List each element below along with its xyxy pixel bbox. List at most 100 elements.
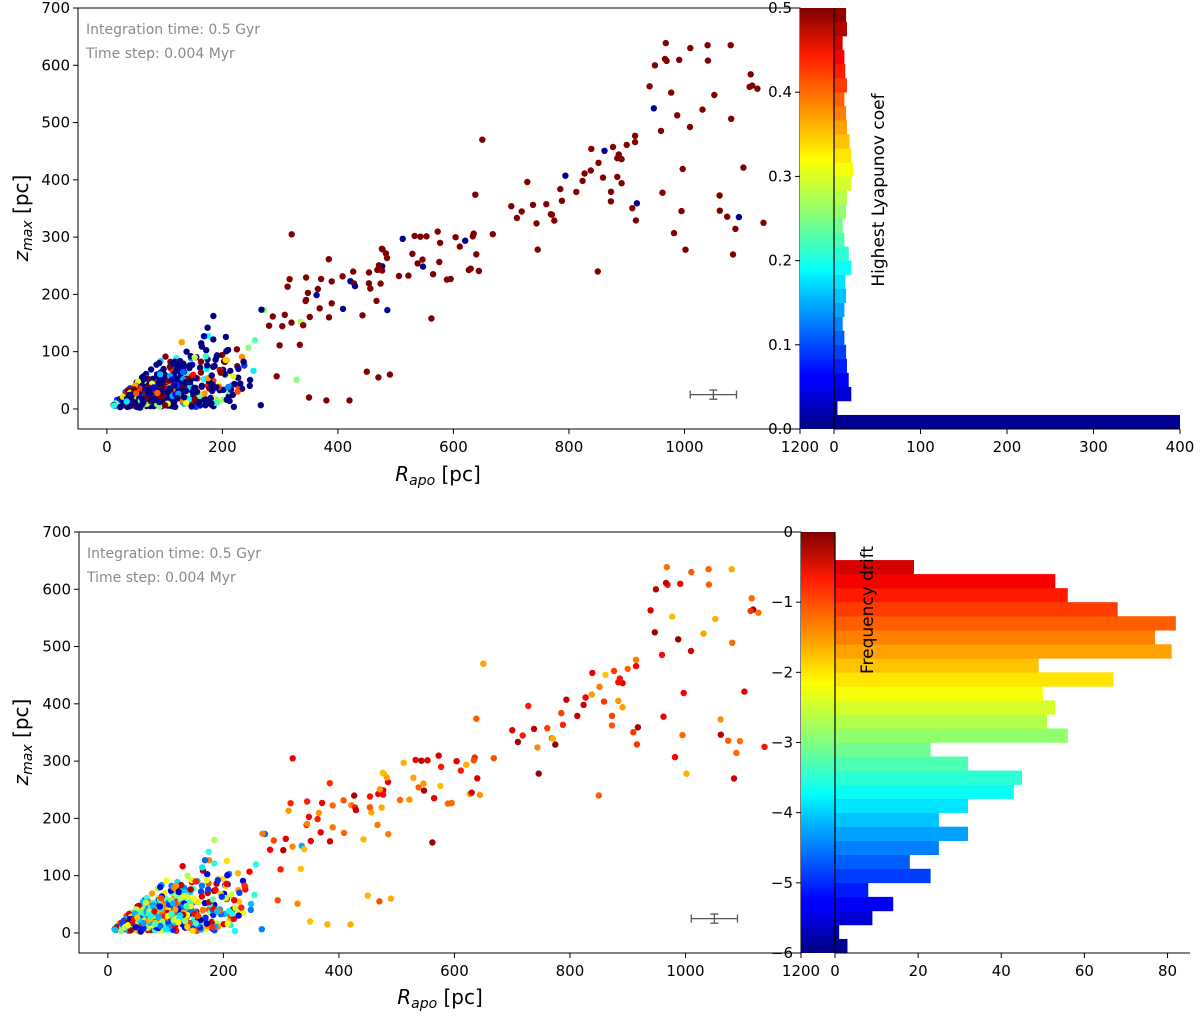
scatter-point — [273, 373, 280, 380]
colorbar-tick-label: −2 — [771, 663, 793, 681]
y-tick-label: 700 — [41, 0, 70, 17]
scatter-point — [117, 927, 125, 935]
colorbar-tick-label: −4 — [771, 804, 793, 822]
scatter-point — [289, 755, 296, 762]
histogram-bar — [834, 134, 850, 149]
scatter-point — [148, 890, 156, 897]
scatter-point — [234, 870, 242, 877]
scatter-point — [162, 402, 169, 409]
scatter-point — [607, 188, 615, 195]
histogram-bar — [835, 868, 931, 884]
colorbar-tick-label: −6 — [771, 944, 793, 962]
scatter-point — [741, 688, 748, 695]
scatter-point — [675, 636, 682, 643]
x-tick-label: 800 — [556, 962, 585, 980]
scatter-point — [186, 362, 193, 369]
x-tick-label: 200 — [209, 962, 238, 980]
error-bar-bottom — [690, 913, 739, 924]
scatter-point — [378, 267, 386, 274]
x-tick-label: 1200 — [782, 962, 820, 980]
y-tick-label: 200 — [42, 809, 71, 827]
scatter-point — [716, 192, 723, 199]
hist-tick-label: 0 — [829, 438, 839, 456]
scatter-point — [351, 282, 359, 290]
scatter-point — [747, 607, 754, 615]
scatter-point — [251, 337, 259, 344]
x-tick-label: 1000 — [665, 438, 703, 456]
scatter-point — [699, 106, 706, 113]
y-tick-label: 0 — [60, 400, 70, 418]
scatter-point — [188, 403, 195, 410]
y-tick-label: 300 — [42, 752, 71, 770]
scatter-point — [346, 397, 353, 404]
scatter-point — [233, 346, 241, 353]
scatter-point — [296, 341, 303, 348]
scatter-point — [588, 691, 595, 698]
scatter-point — [323, 397, 330, 404]
histogram-bar — [834, 260, 852, 275]
scatter-point — [385, 830, 392, 838]
scatter-point — [375, 374, 382, 381]
scatter-point — [472, 191, 479, 198]
histogram-bar — [834, 288, 847, 303]
scatter-point — [306, 918, 314, 925]
scatter-point — [671, 753, 679, 761]
scatter-point — [198, 882, 206, 889]
scatter-point — [328, 300, 335, 307]
scatter-point — [631, 132, 639, 139]
colorbar-top: 0.0 0.1 0.2 0.3 0.4 0.5 0 100 200 300 400 Highest… — [768, 0, 1194, 456]
scatter-point — [222, 333, 230, 341]
histogram-bar — [835, 560, 914, 575]
scatter-point — [557, 185, 564, 193]
scatter-point — [217, 369, 224, 376]
scatter-point — [174, 395, 181, 402]
scatter-point — [289, 843, 296, 850]
scatter-point — [230, 915, 237, 923]
scatter-point — [127, 927, 134, 934]
histogram-bar — [834, 176, 852, 191]
scatter-point — [189, 927, 196, 934]
scatter-point — [282, 835, 289, 842]
scatter-point — [265, 322, 273, 329]
histogram-bar — [835, 728, 1068, 743]
scatter-plot-bottom: 0 200 400 600 800 1000 1200 0 100 200 300 400 500 60… — [9, 523, 820, 1012]
scatter-point — [514, 738, 522, 746]
x-tick-label: 200 — [208, 438, 237, 456]
scatter-point — [158, 895, 165, 902]
scatter-point — [202, 353, 209, 360]
hist-ticks-top: 0 100 200 300 400 — [829, 429, 1194, 456]
scatter-point — [761, 743, 768, 750]
scatter-point — [682, 246, 689, 253]
scatter-point — [410, 774, 417, 781]
scatter-point — [467, 265, 474, 272]
scatter-point — [406, 796, 413, 803]
scatter-point — [470, 757, 477, 764]
histogram-bar — [835, 588, 1068, 603]
error-bar-top — [689, 389, 738, 400]
scatter-point — [754, 85, 761, 92]
y-axis-label-bottom: zmax [pc] — [9, 699, 36, 787]
histogram-bar — [834, 64, 846, 79]
scatter-point — [513, 214, 521, 222]
scatter-point — [270, 837, 277, 844]
histogram-bar — [835, 742, 931, 757]
scatter-point — [224, 920, 231, 927]
scatter-point — [632, 217, 640, 224]
colorbar-gradient-bottom — [801, 532, 835, 953]
scatter-point — [414, 260, 421, 267]
scatter-point — [420, 787, 428, 794]
scatter-point — [396, 796, 404, 804]
scatter-point — [594, 268, 601, 275]
histogram-bar — [835, 686, 1043, 701]
scatter-point — [183, 348, 190, 355]
histogram-bar — [834, 190, 847, 205]
scatter-point — [234, 388, 241, 395]
histogram-bar — [835, 784, 1014, 799]
scatter-point — [258, 306, 265, 313]
scatter-point — [225, 907, 233, 915]
scatter-point — [368, 809, 375, 816]
histogram-bar — [834, 386, 852, 402]
scatter-point — [277, 866, 284, 873]
scatter-point — [209, 924, 216, 931]
scatter-point — [662, 579, 670, 587]
